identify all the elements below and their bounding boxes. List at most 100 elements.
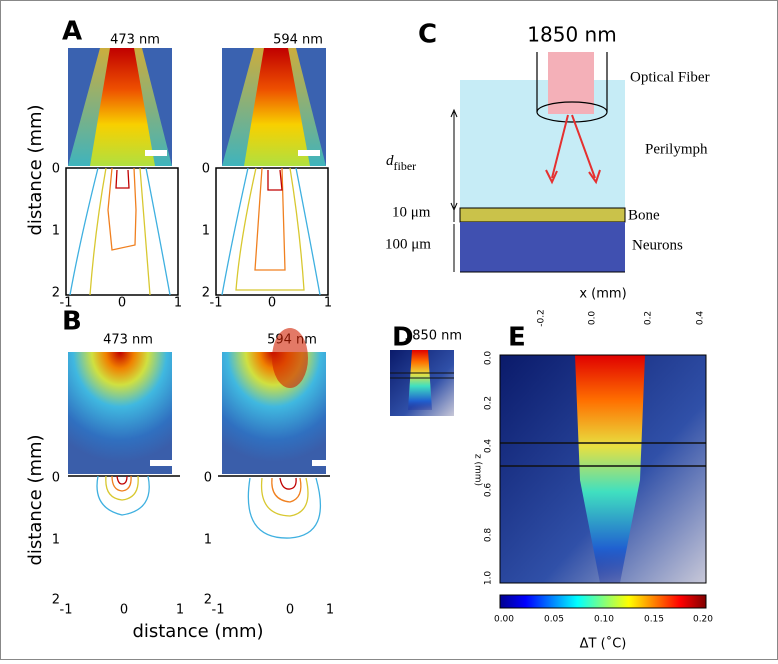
shape [222,352,326,474]
shape [279,477,297,490]
colorbar-tick: 0.20 [693,615,713,625]
y-tick-label: 1 [202,224,210,239]
x-axis-label: x (mm) [579,287,626,302]
shape [65,167,179,296]
layer-label: Perilymph [645,141,708,157]
shape [298,150,320,156]
shape [111,475,132,492]
shape [105,475,139,501]
x-tick-label: -1 [60,296,73,311]
x-tick-label: 0 [268,296,276,311]
shape [408,350,432,410]
y-tick-label: 0 [204,471,212,486]
shape [545,169,601,185]
shape [247,477,322,539]
shape [244,48,310,166]
d: d [386,153,394,169]
panel-label: E [508,323,526,353]
x-axis-label: distance (mm) [132,621,263,642]
y-tick-label: 1 [204,533,212,548]
shape [116,475,128,485]
y-tick-label: 0.0 [484,351,494,366]
shape [89,167,151,296]
subtitle: 594 nm [273,33,323,48]
thumbnail [390,350,454,416]
y-tick-label: 0 [52,471,60,486]
shape [215,167,329,296]
contours [65,167,329,296]
panel-label: C [418,20,437,50]
subtitle: 1850 nm [404,329,462,344]
shape [575,355,645,583]
thickness: 10 μm [392,204,431,220]
shape [68,352,172,474]
panel-label: A [62,17,82,47]
shape [69,167,171,296]
heatmap [68,48,172,166]
shape [107,167,137,251]
shape [499,354,707,584]
y-tick-label: 1 [52,533,60,548]
subscript: fiber [394,159,417,173]
shape [459,207,626,223]
heatmap [499,354,707,584]
shape [272,328,308,388]
y-tick-label: 0.8 [484,528,494,543]
y-tick-label: 0.6 [484,483,494,498]
shape [96,475,150,516]
x-tick-label: 1 [174,296,182,311]
y-tick-label: 1 [52,224,60,239]
thickness: 100 μm [385,236,431,252]
shape [260,477,309,517]
d-fiber: dfiber [386,153,416,172]
layer-label: Neurons [632,237,683,253]
subtitle: 473 nm [103,333,153,348]
y-tick-label: 1.0 [484,571,494,586]
y-axis-label: z (mm) [473,454,483,486]
colorbar [499,594,707,609]
x-tick-label: 1 [176,603,184,618]
y-tick-label: 2 [202,286,210,301]
y-tick-label: 2 [52,286,60,301]
shape [267,169,283,191]
colorbar-tick: 0.15 [644,615,664,625]
shape [312,460,336,466]
x-tick-label: -1 [212,603,225,618]
shape [271,477,302,503]
x-tick-label: 0 [120,603,128,618]
x-tick-label: -0.2 [537,309,547,327]
y-tick-label: 0.2 [484,396,494,410]
shape [150,460,174,466]
shape [536,101,608,123]
shape [536,52,608,112]
shape [145,150,167,156]
diagram [450,52,626,273]
shape [221,167,321,296]
layer-label: Bone [628,207,660,223]
x-tick-label: 0.2 [644,311,654,325]
wavelength: 1850 nm [527,23,616,47]
heatmap [222,328,336,474]
subtitle: 473 nm [110,33,160,48]
shape [115,169,130,189]
heatmap [222,48,326,166]
panel-label: D [392,323,414,353]
x-tick-label: -1 [210,296,223,311]
heatmap [68,352,174,474]
y-tick-label: 2 [52,593,60,608]
shape [450,108,458,212]
colorbar-tick: 0.05 [544,615,564,625]
colorbar-tick: 0.00 [494,615,514,625]
colorbar-tick: 0.10 [594,615,614,625]
y-tick-label: 0.4 [484,439,494,454]
x-tick-label: 0.4 [696,311,706,326]
colorbar-label: ΔT (˚C) [580,636,627,652]
x-tick-label: 1 [326,603,334,618]
y-tick-label: 0 [202,162,210,177]
shape [235,167,305,291]
shape [548,52,594,114]
x-tick-label: 0 [118,296,126,311]
x-tick-label: 0.0 [588,311,598,326]
y-tick-label: 2 [204,593,212,608]
